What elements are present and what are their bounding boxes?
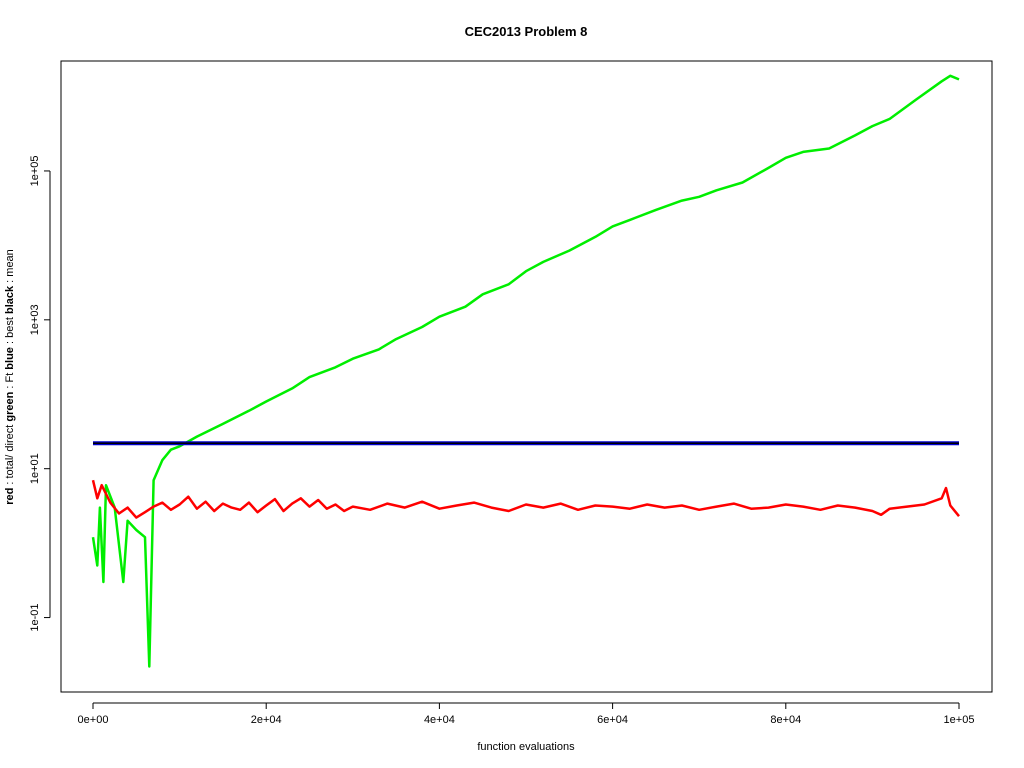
x-tick-label: 1e+05 [944,714,975,726]
y-axis: 1e-01 1e+01 1e+03 1e+05 [29,155,51,632]
y-axis-label-part: green [4,391,16,421]
x-tick-label: 2e+04 [251,714,282,726]
y-axis-label-part: blue [4,347,16,370]
y-axis-label-part: : total/ direct [4,422,16,488]
y-axis-label-part: : best [4,314,16,347]
y-tick-label: 1e+05 [29,155,41,186]
y-tick-label: 1e-01 [29,603,41,631]
plot-area [91,74,960,668]
y-axis-label: red : total/ direct green : Ft blue : be… [4,249,16,505]
series-line-0 [91,74,960,668]
x-tick-label: 4e+04 [424,714,455,726]
chart-title: CEC2013 Problem 8 [465,24,588,39]
x-tick-label: 6e+04 [597,714,628,726]
x-tick-label: 8e+04 [770,714,801,726]
x-axis: 0e+00 2e+04 4e+04 6e+04 8e+04 1e+05 [78,702,975,726]
y-tick-label: 1e+01 [29,453,41,484]
y-axis-label-part: : mean [4,249,16,286]
plot-border [60,60,993,693]
series-line-3 [91,479,960,519]
y-axis-label-part: : Ft [4,370,16,392]
y-tick-label: 1e+03 [29,304,41,335]
x-axis-label: function evaluations [477,741,575,753]
y-axis-label-part: red [4,488,16,505]
y-axis-label-part: black [4,285,16,314]
x-tick-label: 0e+00 [78,714,109,726]
